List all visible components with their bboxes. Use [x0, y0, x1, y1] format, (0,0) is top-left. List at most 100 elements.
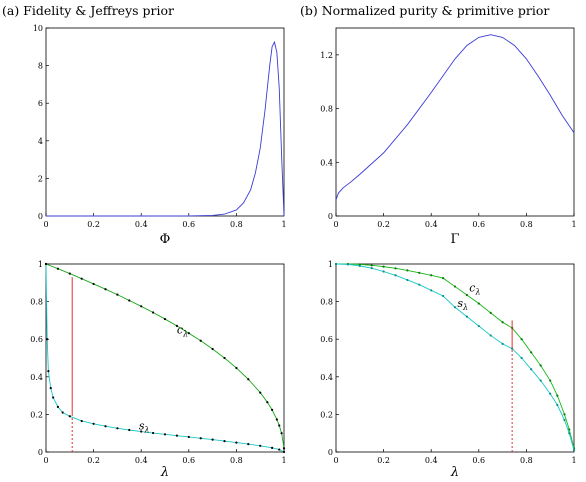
- data-point: [104, 288, 107, 291]
- x-tick-label: 0.2: [87, 220, 100, 229]
- x-tick-label: 0.8: [520, 220, 533, 229]
- data-point: [370, 264, 373, 267]
- data-point: [175, 324, 178, 327]
- data-point: [187, 332, 190, 335]
- series-label-1: sλ: [139, 419, 150, 434]
- data-point: [539, 379, 542, 382]
- x-tick-label: 0.8: [230, 220, 243, 229]
- data-point: [568, 428, 571, 431]
- panel-c-ticks: 0 0.2 0.4 0.6 0.8 1 0 0.2 0.4 0.6 0.8 1: [30, 260, 286, 465]
- data-point: [44, 262, 48, 266]
- y-tick-label: 1.2: [320, 51, 333, 60]
- data-point: [92, 282, 95, 286]
- data-point: [453, 285, 457, 288]
- y-tick-label: 0.2: [320, 410, 333, 419]
- x-tick-label: 1: [281, 220, 286, 229]
- x-tick-label: 0.6: [472, 456, 485, 465]
- y-tick-label: 0.4: [320, 158, 333, 167]
- data-point: [211, 347, 214, 351]
- x-tick-label: 1: [281, 456, 286, 465]
- data-point: [235, 441, 238, 444]
- data-point: [501, 321, 504, 324]
- data-point: [539, 364, 542, 367]
- data-point: [489, 334, 492, 337]
- x-tick-label: 0.4: [425, 456, 438, 465]
- series-label-base: s: [457, 297, 463, 310]
- x-tick-label: 1: [571, 456, 576, 465]
- y-tick-label: 1: [328, 260, 333, 269]
- data-point: [128, 299, 131, 302]
- y-tick-label: 0.8: [30, 298, 43, 307]
- data-point: [563, 413, 566, 416]
- series-line-0: [46, 40, 285, 217]
- data-point: [282, 450, 286, 454]
- data-point: [530, 368, 533, 371]
- data-point: [278, 424, 281, 427]
- panel-a-frame: [45, 27, 285, 217]
- y-tick-label: 4: [38, 137, 43, 146]
- data-point: [46, 338, 49, 341]
- panel-b-purity-primitive: (b) Normalized purity & primitive prior …: [300, 3, 577, 247]
- series-label-1: sλ: [457, 297, 468, 312]
- data-point: [394, 267, 397, 270]
- panel-c-marks: cλ sλ: [44, 262, 286, 454]
- data-point: [442, 294, 445, 298]
- data-point: [465, 293, 468, 297]
- series-line-1: [335, 263, 575, 451]
- panel-d-xlabel: λ: [450, 465, 459, 480]
- data-point: [61, 411, 64, 414]
- data-point: [187, 435, 190, 439]
- data-point: [520, 338, 523, 341]
- data-point: [406, 278, 409, 282]
- series-line-0: [336, 263, 575, 449]
- data-point: [556, 394, 559, 397]
- x-tick-label: 0.8: [520, 456, 533, 465]
- series-label-base: c: [469, 281, 475, 294]
- data-point: [370, 267, 373, 270]
- data-point: [382, 270, 385, 273]
- data-point: [271, 408, 274, 411]
- data-point: [68, 415, 71, 418]
- panel-a-title: (a) Fidelity & Jeffreys prior: [2, 3, 174, 18]
- data-point: [453, 306, 457, 309]
- panel-b-marks: [335, 34, 575, 201]
- data-point: [247, 378, 250, 381]
- x-tick-label: 0: [333, 456, 338, 465]
- data-point: [549, 379, 552, 382]
- panel-c-frame: [45, 263, 285, 453]
- data-point: [382, 265, 385, 268]
- y-tick-label: 0.4: [30, 373, 43, 382]
- data-point: [140, 305, 143, 308]
- y-tick-label: 0: [38, 212, 43, 221]
- y-tick-label: 2: [38, 174, 43, 183]
- series-line-1: [45, 263, 285, 453]
- y-tick-label: 0.4: [320, 373, 333, 382]
- data-point: [128, 428, 131, 432]
- data-point: [80, 277, 83, 280]
- x-tick-label: 0.2: [377, 456, 390, 465]
- data-point: [572, 449, 576, 452]
- data-point: [80, 419, 83, 423]
- data-point: [520, 356, 523, 360]
- panel-b-ticks: 0 0.2 0.4 0.6 0.8 1 0 0.4 0.8 1.2: [320, 51, 576, 229]
- data-point: [334, 262, 338, 266]
- y-tick-label: 0.8: [320, 105, 333, 114]
- y-tick-label: 0.6: [30, 335, 43, 344]
- data-point: [465, 315, 468, 318]
- panel-b-xlabel: Γ: [450, 232, 459, 247]
- data-point: [259, 444, 262, 447]
- data-point: [223, 356, 226, 360]
- data-point: [163, 433, 167, 436]
- data-point: [49, 386, 52, 390]
- series-label-base: c: [177, 324, 183, 337]
- data-point: [247, 443, 250, 446]
- data-point: [266, 401, 269, 404]
- data-point: [140, 430, 143, 433]
- data-point: [358, 264, 361, 267]
- series-label-sub: λ: [182, 330, 188, 339]
- x-tick-label: 0.6: [182, 456, 195, 465]
- panel-a-fidelity-jeffreys: (a) Fidelity & Jeffreys prior 0 0.2 0.4 0.6…: [2, 3, 287, 247]
- x-tick-label: 0.4: [425, 220, 438, 229]
